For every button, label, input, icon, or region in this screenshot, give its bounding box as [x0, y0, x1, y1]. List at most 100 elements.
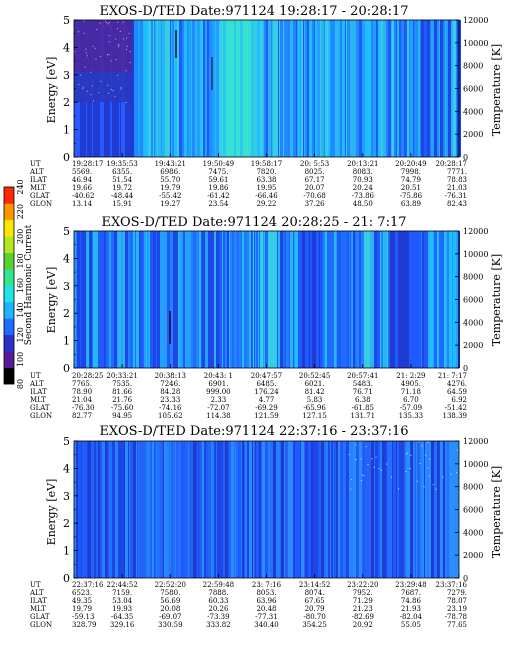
- spectrogram-column: [427, 441, 429, 578]
- spectrogram-column: [195, 20, 197, 157]
- orbit-cell: -51.42: [445, 404, 467, 412]
- y-tick-label: 0: [63, 362, 70, 375]
- y-tick-label: 4: [63, 462, 70, 475]
- orbit-row-label: MLT: [30, 184, 46, 192]
- orbit-cell: 20:20:49: [395, 160, 426, 168]
- orbit-cell: 19.66: [72, 184, 93, 192]
- spectrogram-column: [215, 20, 216, 157]
- spectrogram-column: [115, 441, 118, 578]
- spectrogram-speckle: [126, 49, 127, 51]
- spectrogram-column: [413, 441, 415, 578]
- spectrogram-column: [353, 231, 355, 368]
- spectrogram-column: [197, 441, 198, 578]
- y-right-tick-label: 2000: [463, 341, 483, 350]
- y-right-tick-label: 6000: [463, 85, 483, 94]
- orbit-cell: -76.30: [72, 404, 94, 412]
- spectrogram-column: [130, 231, 133, 368]
- spectrogram-column: [293, 441, 294, 578]
- y-right-tick-label: 6000: [463, 296, 483, 305]
- spectrogram-column: [170, 441, 171, 578]
- spectrogram-column: [446, 231, 447, 368]
- spectrogram-column: [171, 20, 172, 157]
- orbit-row-label: GLAT: [30, 192, 50, 200]
- spectrogram-column: [358, 231, 359, 368]
- panel-3-spectrogram: [74, 441, 459, 578]
- spectrogram-column: [84, 441, 86, 578]
- spectrogram-column: [336, 441, 338, 578]
- spectrogram-column: [141, 441, 142, 578]
- spectrogram-column: [290, 20, 293, 157]
- panel-1-title: EXOS-D/TED Date:971124 19:28:17 - 20:28:…: [99, 4, 408, 19]
- spectrogram-column: [165, 231, 167, 368]
- spectrogram-column: [305, 231, 306, 368]
- spectrogram-column: [293, 231, 294, 368]
- spectrogram-column: [263, 20, 264, 157]
- spectrogram-column: [443, 441, 445, 578]
- spectrogram-column: [279, 441, 280, 578]
- spectrogram-column: [311, 441, 312, 578]
- spectrogram-column: [211, 231, 214, 368]
- spectrogram-speckle: [428, 475, 430, 477]
- spectrogram-column: [238, 441, 241, 578]
- spectrogram-column: [300, 20, 301, 157]
- spectrogram-column: [140, 231, 143, 368]
- spectrogram-column: [451, 20, 453, 157]
- spectrogram-column: [416, 231, 417, 368]
- spectrogram-column: [102, 441, 105, 578]
- spectrogram-speckle: [375, 456, 377, 458]
- orbit-cell: 4905.: [401, 380, 421, 388]
- spectrogram-column: [425, 441, 427, 578]
- spectrogram-column: [207, 20, 208, 157]
- spectrogram-column: [254, 441, 255, 578]
- spectrogram-column: [190, 20, 191, 157]
- spectrogram-column: [216, 20, 219, 157]
- spectrogram-column: [173, 231, 176, 368]
- spectrogram-column: [222, 231, 223, 368]
- spectrogram-column: [147, 441, 150, 578]
- spectrogram-column: [183, 441, 185, 578]
- panel-1-spectrogram: [74, 20, 461, 157]
- colorbar-segment: [4, 285, 14, 303]
- spectrogram-column: [159, 20, 161, 157]
- orbit-cell: -55.42: [159, 192, 181, 200]
- colorbar-tick-label: 160: [16, 278, 25, 293]
- orbit-row-label: UT: [30, 160, 41, 168]
- spectrogram-column: [330, 441, 331, 578]
- spectrogram-column: [188, 441, 189, 578]
- colorbar-tick-label: 220: [16, 204, 25, 219]
- spectrogram-column: [304, 441, 305, 578]
- spectrogram-column: [191, 20, 192, 157]
- spectrogram-column: [325, 231, 327, 368]
- spectrogram-column: [402, 20, 403, 157]
- y-right-tick-label: 4000: [463, 107, 483, 116]
- spectrogram-mid-region: [74, 72, 132, 103]
- spectrogram-column: [444, 231, 446, 368]
- spectrogram-speckle: [427, 441, 429, 443]
- spectrogram-column: [318, 441, 320, 578]
- spectrogram-column: [382, 441, 383, 578]
- spectrogram-column: [264, 231, 265, 368]
- spectrogram-column: [286, 231, 289, 368]
- spectrogram-speckle: [125, 70, 127, 72]
- spectrogram-column: [236, 441, 238, 578]
- spectrogram-column: [437, 231, 439, 368]
- spectrogram-column: [156, 231, 157, 368]
- orbit-row-label: GLON: [30, 412, 52, 420]
- orbit-cell: 328.79: [72, 621, 97, 629]
- spectrogram-column: [231, 441, 234, 578]
- spectrogram-column: [271, 20, 272, 157]
- orbit-row-label: MLT: [30, 396, 46, 404]
- spectrogram-speckle: [93, 100, 94, 102]
- orbit-cell: 74.79: [401, 176, 421, 184]
- spectrogram-column: [355, 231, 356, 368]
- spectrogram-column: [109, 231, 111, 368]
- spectrogram-speckle: [456, 472, 458, 473]
- orbit-cell: 67.65: [305, 597, 325, 605]
- spectrogram-column: [272, 20, 273, 157]
- orbit-cell: 71.29: [353, 597, 373, 605]
- spectrogram-speckle: [107, 84, 109, 86]
- spectrogram-column: [199, 441, 201, 578]
- spectrogram-column: [422, 441, 423, 578]
- spectrogram-column: [359, 441, 362, 578]
- spectrogram-speckle: [442, 476, 444, 478]
